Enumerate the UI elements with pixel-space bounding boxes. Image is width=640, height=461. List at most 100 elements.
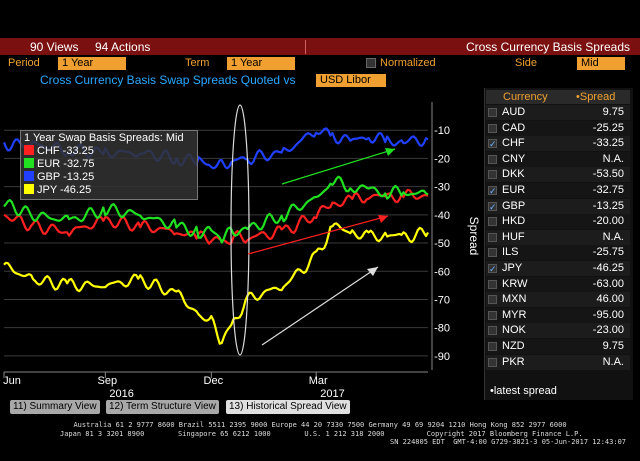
tab-historical-spread-view[interactable]: 13) Historical Spread View xyxy=(226,400,350,414)
series-layer xyxy=(2,127,429,345)
toolbar-divider xyxy=(305,40,306,54)
legend-label-chf: CHF -33.25 xyxy=(37,145,94,157)
currency-spread: N.A. xyxy=(602,355,624,368)
currency-checkbox[interactable] xyxy=(488,123,497,133)
y-tick-label: -40 xyxy=(434,210,450,222)
quoted-label: Cross Currency Basis Swap Spreads Quoted… xyxy=(40,73,296,87)
period-label: Period xyxy=(8,57,40,69)
currency-row-cny[interactable]: CNY N.A. xyxy=(486,151,630,167)
currency-code: ILS xyxy=(502,246,519,259)
currency-row-aud[interactable]: AUD 9.75 xyxy=(486,105,630,120)
y-tick-label: -30 xyxy=(434,182,450,194)
side-label: Side xyxy=(515,57,538,69)
y-tick-label: -90 xyxy=(434,351,450,363)
currency-code: NOK xyxy=(502,324,526,337)
currency-checkbox[interactable] xyxy=(488,310,497,320)
latest-spread-note: •latest spread xyxy=(490,385,557,397)
tab-summary-view[interactable]: 11) Summary View xyxy=(10,400,100,414)
views-menu-button[interactable]: 90 Views xyxy=(30,40,79,54)
currency-checkbox[interactable] xyxy=(488,357,497,367)
currency-checkbox[interactable] xyxy=(488,217,497,227)
currency-row-ils[interactable]: ILS -25.75 xyxy=(486,245,630,261)
legend-swatch-jpy xyxy=(24,184,34,194)
currency-row-jpy[interactable]: ✓ JPY -46.25 xyxy=(486,261,630,276)
currency-spread: -95.00 xyxy=(592,308,624,321)
currency-row-myr[interactable]: MYR -95.00 xyxy=(486,307,630,323)
currency-checkbox[interactable]: ✓ xyxy=(488,264,497,274)
currency-row-nok[interactable]: NOK -23.00 xyxy=(486,323,630,339)
footer-session-info: SN 224805 EDT GMT-4:00 G729-3821-3 05-Ju… xyxy=(390,438,627,446)
legend-label-eur: EUR -32.75 xyxy=(37,158,95,170)
currency-code: MXN xyxy=(502,293,527,306)
currency-checkbox[interactable]: ✓ xyxy=(488,201,497,212)
currency-checkbox[interactable] xyxy=(488,108,497,117)
x-tick-label: Dec xyxy=(204,375,224,387)
legend-item-chf: CHF -33.25 xyxy=(24,145,94,157)
x-tick-label: Jun xyxy=(3,375,21,387)
currency-row-hkd[interactable]: HKD -20.00 xyxy=(486,214,630,230)
period-select[interactable]: 1 Year xyxy=(58,57,126,70)
x-tick-label: Mar xyxy=(309,375,328,387)
currency-row-chf[interactable]: ✓ CHF -33.25 xyxy=(486,136,630,152)
legend-swatch-chf xyxy=(24,145,34,155)
currency-code: MYR xyxy=(502,308,527,321)
currency-row-krw[interactable]: KRW -63.00 xyxy=(486,276,630,292)
term-select[interactable]: 1 Year xyxy=(227,57,295,70)
currency-spread: -33.25 xyxy=(592,137,624,150)
currency-checkbox[interactable] xyxy=(488,279,497,289)
series-line-eur xyxy=(3,175,429,244)
normalized-label: Normalized xyxy=(380,57,436,69)
currency-checkbox[interactable] xyxy=(488,232,497,242)
gbp-trend-arrow xyxy=(281,148,396,185)
jpy-trend-arrow xyxy=(261,266,379,346)
legend-box xyxy=(20,130,198,200)
x-year-label: 2016 xyxy=(109,388,133,400)
footer-contacts-line2: Japan 81 3 3201 8900 Singapore 65 6212 1… xyxy=(60,430,583,438)
series-line-chf xyxy=(3,188,429,245)
currency-spread: -25.75 xyxy=(592,246,624,259)
header-spread[interactable]: •Spread xyxy=(576,91,616,103)
currency-row-gbp[interactable]: ✓ GBP -13.25 xyxy=(486,198,630,214)
currency-spread: 46.00 xyxy=(596,293,624,306)
header-currency[interactable]: Currency xyxy=(503,91,548,103)
currency-row-cad[interactable]: CAD -25.25 xyxy=(486,120,630,136)
currency-row-mxn[interactable]: MXN 46.00 xyxy=(486,292,630,308)
normalized-checkbox[interactable] xyxy=(366,58,376,68)
legend-title: 1 Year Swap Basis Spreads: Mid xyxy=(24,132,184,144)
currency-code: JPY xyxy=(502,262,523,274)
toolbar xyxy=(0,38,640,55)
currency-code: HUF xyxy=(502,230,525,243)
currency-code: CHF xyxy=(502,137,525,150)
currency-row-nzd[interactable]: NZD 9.75 xyxy=(486,339,630,354)
currency-row-huf[interactable]: HUF N.A. xyxy=(486,229,630,245)
currency-code: CAD xyxy=(502,121,526,134)
currency-checkbox[interactable]: ✓ xyxy=(488,186,497,196)
currency-checkbox[interactable] xyxy=(488,342,497,351)
legend-swatch-gbp xyxy=(24,171,34,181)
actions-menu-button[interactable]: 94 Actions xyxy=(95,40,151,54)
legend-item-jpy: JPY -46.25 xyxy=(24,184,91,196)
annotations xyxy=(230,104,396,356)
currency-checkbox[interactable] xyxy=(488,295,497,305)
currency-checkbox[interactable] xyxy=(488,154,497,164)
currency-code: HKD xyxy=(502,215,526,228)
currency-checkbox[interactable] xyxy=(488,326,497,336)
currency-row-eur[interactable]: ✓ EUR -32.75 xyxy=(486,183,630,198)
currency-code: CNY xyxy=(502,152,526,165)
currency-checkbox[interactable] xyxy=(488,170,497,180)
tab-term-structure-view[interactable]: 12) Term Structure View xyxy=(106,400,219,414)
currency-spread: 9.75 xyxy=(602,340,624,352)
currency-code: AUD xyxy=(502,106,526,118)
currency-checkbox[interactable]: ✓ xyxy=(488,139,497,150)
currency-panel-header xyxy=(486,90,630,104)
quoted-vs-select[interactable]: USD Libor xyxy=(316,74,386,87)
currency-row-pkr[interactable]: PKR N.A. xyxy=(486,354,630,370)
currency-row-dkk[interactable]: DKK -53.50 xyxy=(486,167,630,183)
legend-item-gbp: GBP -13.25 xyxy=(24,171,94,183)
currency-code: EUR xyxy=(502,184,526,196)
side-select[interactable]: Mid xyxy=(577,57,625,70)
x-year-label: 2017 xyxy=(320,388,344,400)
currency-spread: -63.00 xyxy=(592,277,624,290)
currency-spread: -46.25 xyxy=(592,262,624,274)
currency-checkbox[interactable] xyxy=(488,248,497,258)
